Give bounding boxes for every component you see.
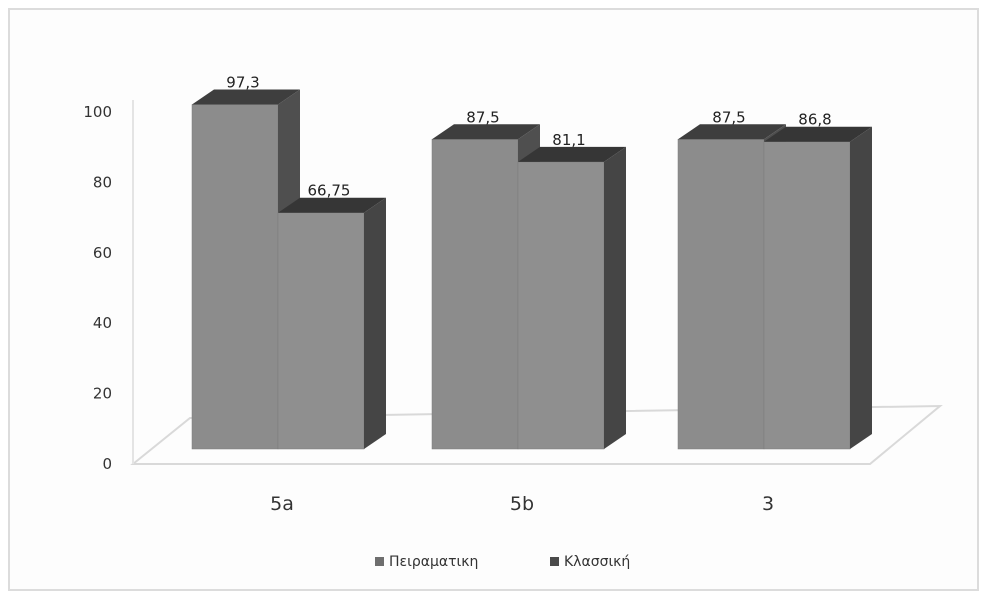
bar-side bbox=[364, 197, 386, 449]
data-label: 66,75 bbox=[308, 182, 351, 200]
bar-top bbox=[432, 124, 540, 140]
chart-floor bbox=[130, 404, 943, 465]
bar-side bbox=[850, 126, 872, 449]
legend-label: Κλασσική bbox=[564, 554, 630, 570]
bar-front bbox=[517, 161, 605, 450]
data-label: 81,1 bbox=[552, 131, 585, 149]
data-label: 87,5 bbox=[712, 108, 745, 126]
y-tick-label: 20 bbox=[93, 385, 112, 403]
bar-top bbox=[278, 197, 386, 213]
legend-label: Πειραματικη bbox=[389, 554, 478, 570]
data-label: 86,8 bbox=[798, 111, 831, 129]
bar-front bbox=[277, 212, 365, 450]
data-label: 97,3 bbox=[226, 74, 259, 92]
y-tick-label: 60 bbox=[93, 244, 112, 262]
y-tick-label: 80 bbox=[93, 173, 112, 191]
x-tick-label: 3 bbox=[762, 493, 774, 515]
bar-top bbox=[678, 124, 786, 140]
y-tick-label: 40 bbox=[93, 314, 112, 332]
bar-top bbox=[518, 146, 626, 162]
y-tick-label: 100 bbox=[83, 103, 112, 121]
bar-front bbox=[431, 139, 519, 450]
bar-front bbox=[763, 141, 851, 450]
bar-top bbox=[192, 89, 300, 105]
bar-front bbox=[677, 139, 765, 450]
legend-swatch bbox=[550, 557, 559, 566]
bar-side bbox=[604, 146, 626, 449]
bar-top bbox=[764, 126, 872, 142]
y-tick-label: 0 bbox=[102, 455, 112, 473]
data-label: 87,5 bbox=[466, 108, 499, 126]
bar-front bbox=[191, 104, 279, 450]
legend-swatch bbox=[375, 557, 384, 566]
x-tick-label: 5b bbox=[510, 493, 534, 515]
x-tick-label: 5a bbox=[270, 493, 294, 515]
